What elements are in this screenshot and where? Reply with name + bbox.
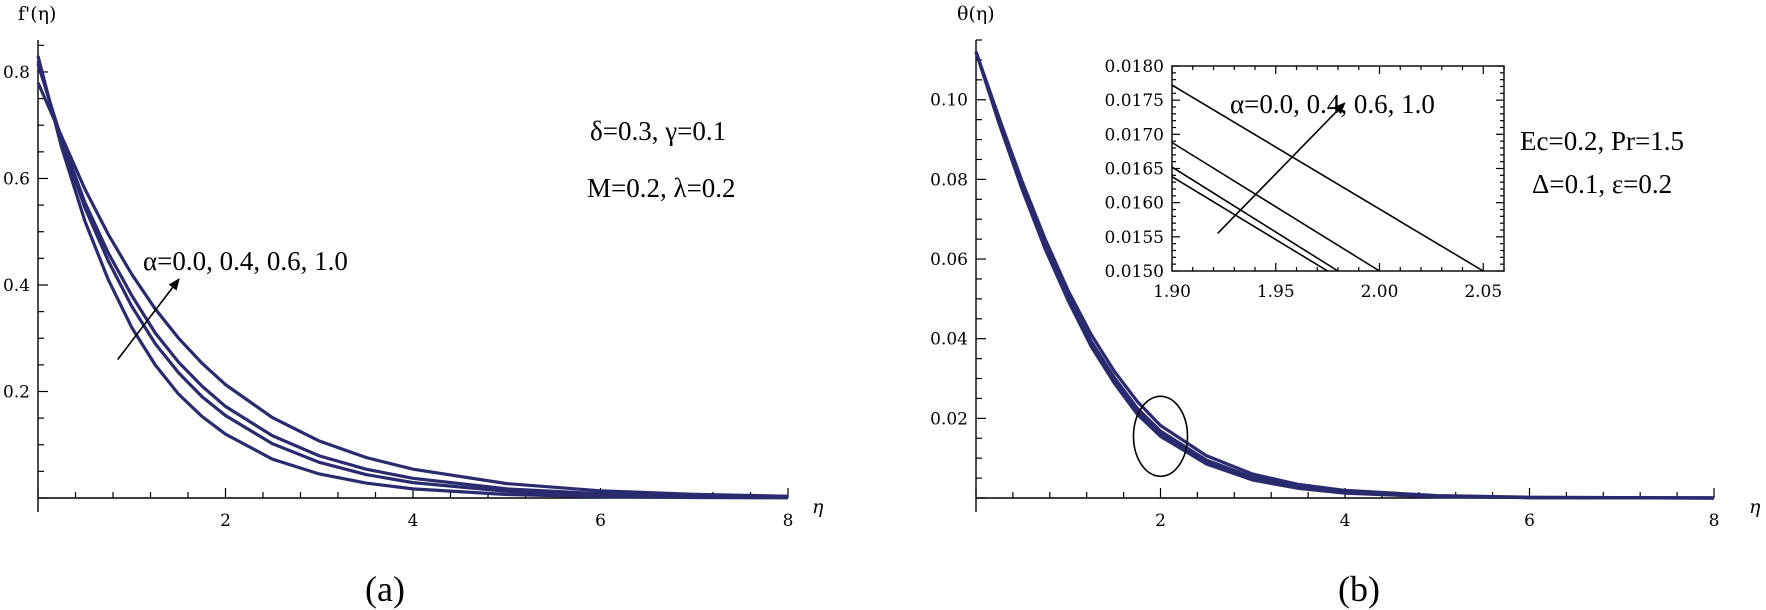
panel-a-series-4	[36, 81, 789, 498]
panel-b-curves	[974, 51, 1715, 500]
panel-a-y-axis-title: f'(η)	[18, 3, 56, 25]
inset-alpha-arrow	[1217, 102, 1346, 234]
panel-a-annotation-alpha: α=0.0, 0.4, 0.6, 1.0	[143, 246, 348, 276]
panel-b-caption: (b)	[1338, 569, 1380, 609]
inset-series-1	[1171, 176, 1329, 272]
inset-x-tick-label: 1.90	[1153, 282, 1191, 302]
panel-a-x-axis-title: η	[812, 496, 824, 518]
inset-x-tick-label: 2.05	[1464, 282, 1502, 302]
panel-b-highlight-ellipse	[1132, 395, 1189, 478]
panel-a-series-3	[36, 63, 789, 499]
inset-series-3	[1171, 141, 1380, 272]
panel-a-annotation-m-lambda: M=0.2, λ=0.2	[587, 173, 736, 203]
panel-a-annotation-delta-gamma: δ=0.3, γ=0.1	[590, 116, 726, 146]
inset-x-tick-label: 2.00	[1361, 282, 1399, 302]
panel-b-series-4	[974, 51, 1715, 500]
panel-a-alpha-arrow	[117, 278, 180, 361]
panel-b-y-axis-title: θ(η)	[957, 3, 995, 25]
panel-a-y-tick-label: 0.2	[3, 382, 30, 402]
panel-a-y-tick-label: 0.4	[3, 276, 30, 296]
panel-b-x-tick-label: 6	[1524, 511, 1535, 531]
panel-a-curves	[36, 55, 789, 500]
inset-y-tick-label: 0.0180	[1105, 57, 1164, 77]
panel-b-x-tick-label: 4	[1340, 511, 1351, 531]
panel-a: 2 4 6 8 0.2 0.4 0.6 0.8 f'(η) η δ=0.3, γ=0.1 M=…	[3, 3, 824, 609]
panel-a-x-tick-label: 2	[220, 511, 231, 531]
inset-series-4	[1171, 84, 1484, 272]
panel-b-inset: 1.90 1.95 2.00 2.05 0.0150 0.0155 0.0160 0.0165…	[1105, 57, 1505, 302]
panel-b-y-tick-label: 0.08	[930, 170, 968, 190]
panel-b-y-tick-label: 0.04	[930, 330, 968, 350]
inset-series-2	[1171, 166, 1339, 272]
inset-y-tick-label: 0.0175	[1105, 91, 1164, 111]
panel-b-annotation-ec-pr: Ec=0.2, Pr=1.5	[1520, 126, 1684, 156]
panel-b: 2 4 6 8 0.02 0.04 0.06 0.08 0.10 θ(η) η Ec=0.2, …	[930, 3, 1761, 609]
panel-b-y-tick-label: 0.02	[930, 409, 968, 429]
panel-a-y-tick-label: 0.6	[3, 169, 30, 189]
inset-y-tick-label: 0.0165	[1105, 160, 1164, 180]
panel-a-series-1	[36, 55, 789, 500]
panel-b-annotation-delta-epsilon: Δ=0.1, ε=0.2	[1532, 169, 1672, 199]
panel-b-inset-annotation-alpha: α=0.0, 0.4, 0.6, 1.0	[1230, 89, 1435, 119]
panel-b-y-tick-label: 0.10	[930, 91, 968, 111]
inset-y-tick-label: 0.0150	[1105, 262, 1164, 282]
panel-a-x-tick-label: 8	[783, 511, 794, 531]
panel-b-axes: 2 4 6 8 0.02 0.04 0.06 0.08 0.10	[930, 39, 1720, 531]
panel-b-x-axis-title: η	[1749, 496, 1761, 518]
panel-a-series-2	[36, 60, 789, 500]
panel-a-y-tick-label: 0.8	[3, 63, 30, 83]
panel-a-x-tick-label: 6	[595, 511, 606, 531]
panel-b-y-tick-label: 0.06	[930, 250, 968, 270]
inset-y-tick-label: 0.0155	[1105, 228, 1164, 248]
panel-b-x-tick-label: 2	[1155, 511, 1166, 531]
inset-y-tick-label: 0.0170	[1105, 125, 1164, 145]
panel-b-x-tick-label: 8	[1709, 511, 1720, 531]
panel-a-x-tick-label: 4	[408, 511, 419, 531]
panel-a-caption: (a)	[365, 569, 405, 609]
inset-x-tick-label: 1.95	[1257, 282, 1295, 302]
inset-y-tick-label: 0.0160	[1105, 194, 1164, 214]
